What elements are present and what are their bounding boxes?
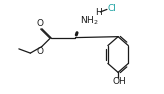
Text: H: H — [95, 8, 102, 17]
Text: NH$_2$: NH$_2$ — [80, 15, 98, 27]
Text: Cl: Cl — [107, 4, 116, 13]
Text: OH: OH — [112, 77, 126, 86]
Text: O: O — [37, 19, 44, 28]
Text: O: O — [37, 47, 44, 56]
